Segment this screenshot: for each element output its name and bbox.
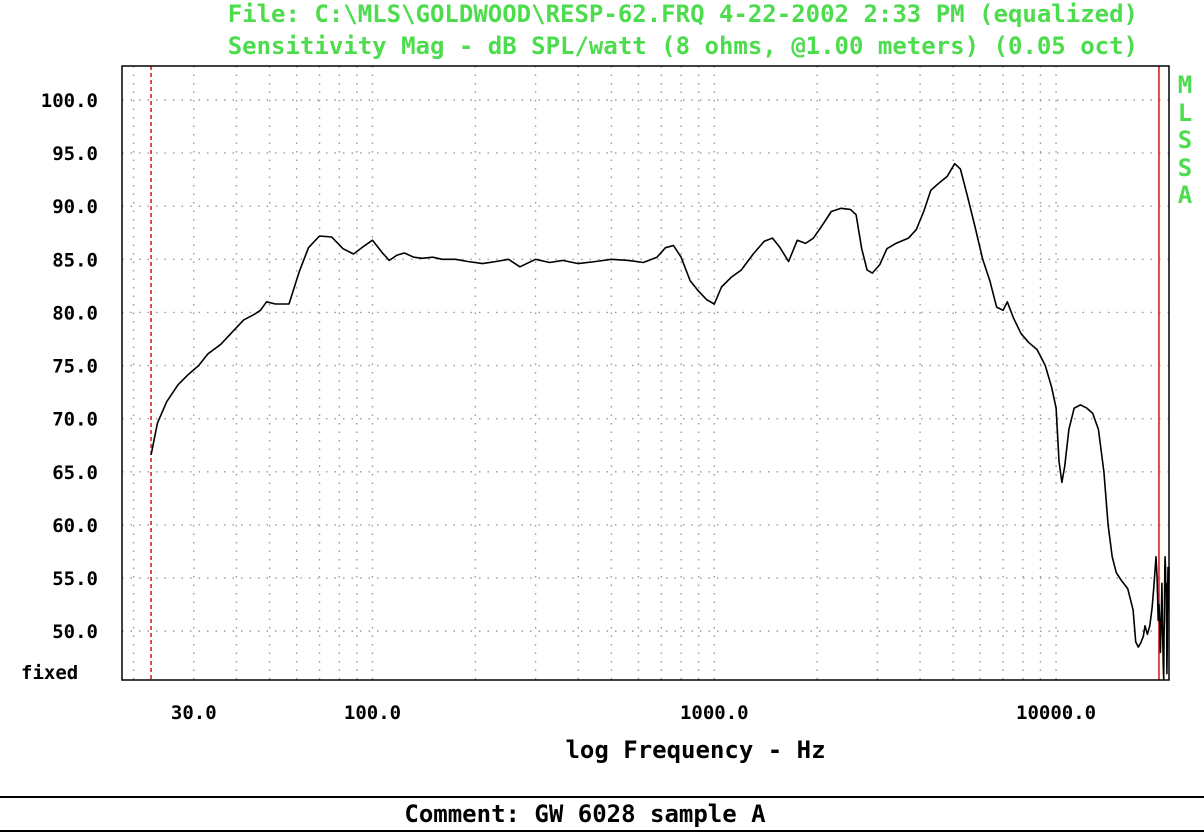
brand-letter: M [1177, 71, 1193, 99]
frequency-response-chart: 100.0 95.0 90.0 85.0 80.0 75.0 70.0 65.0 60.0 55.… [21, 65, 1170, 764]
comment-bar [0, 796, 1204, 832]
y-tick-label: 65.0 [52, 462, 98, 484]
comment-text: Comment: GW 6028 sample A [404, 800, 766, 828]
y-tick-label: 80.0 [52, 302, 98, 324]
frequency-markers [150, 66, 1160, 680]
y-tick-label: 90.0 [52, 196, 98, 218]
x-tick-label: 100.0 [344, 702, 401, 724]
y-tick-label: 95.0 [52, 143, 98, 165]
x-tick-label: 1000.0 [680, 702, 749, 724]
y-tick-label: 50.0 [52, 621, 98, 643]
x-tick-label: 30.0 [171, 702, 217, 724]
grid [122, 66, 1169, 680]
x-tick-label: 10000.0 [1016, 702, 1096, 724]
y-tick-label: 55.0 [52, 568, 98, 590]
y-scale-mode-label: fixed [21, 662, 78, 684]
y-tick-labels: 100.0 95.0 90.0 85.0 80.0 75.0 70.0 65.0 60.0 55.… [41, 90, 98, 643]
y-tick-label: 60.0 [52, 515, 98, 537]
vertical-brand: M L S S A [1175, 71, 1195, 210]
y-tick-label: 75.0 [52, 356, 98, 378]
y-tick-label: 85.0 [52, 249, 98, 271]
brand-letter: S [1177, 126, 1193, 154]
response-trace [150, 162, 1170, 680]
y-tick-label: 70.0 [52, 409, 98, 431]
x-axis-label: log Frequency - Hz [565, 736, 825, 764]
file-header: File: C:\MLS\GOLDWOOD\RESP-62.FRQ 4-22-2… [227, 0, 1138, 28]
y-tick-label: 100.0 [41, 90, 98, 112]
brand-letter: S [1177, 153, 1193, 182]
x-tick-labels: 30.0 100.0 1000.0 10000.0 [171, 702, 1096, 724]
plot-frame [121, 65, 1170, 681]
measurement-header: Sensitivity Mag - dB SPL/watt (8 ohms, @… [227, 32, 1138, 60]
brand-letter: L [1177, 98, 1193, 127]
brand-letter: A [1177, 181, 1193, 209]
